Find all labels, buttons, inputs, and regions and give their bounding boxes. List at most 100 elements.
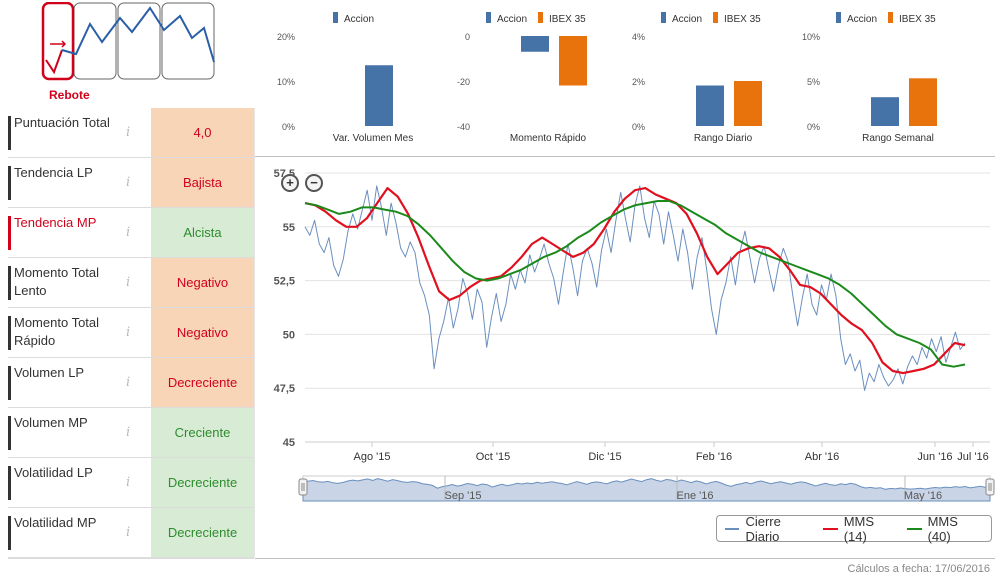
- legend-mms14[interactable]: MMS (14): [823, 514, 895, 544]
- pattern-label: Rebote: [49, 88, 90, 102]
- indicator-row[interactable]: Tendencia MP i Alcista: [8, 208, 254, 258]
- info-icon[interactable]: i: [126, 525, 131, 540]
- indicator-name: Volatilidad LP: [14, 465, 93, 480]
- y-tick-label: 0: [465, 32, 470, 42]
- y-tick-label: -40: [457, 122, 470, 132]
- x-tick-label: Abr '16: [805, 451, 840, 463]
- row-marker: [8, 216, 11, 250]
- legend-label: IBEX 35: [899, 14, 936, 25]
- legend-label: IBEX 35: [724, 14, 761, 25]
- y-tick-label: 50: [283, 329, 295, 341]
- row-marker: [8, 516, 11, 550]
- legend-mms40[interactable]: MMS (40): [907, 514, 979, 544]
- rebote-pattern-icon: Rebote: [41, 2, 215, 102]
- y-tick-label: -20: [457, 77, 470, 87]
- legend-label: Accion: [672, 14, 702, 25]
- indicator-value: 4,0: [151, 108, 254, 157]
- chart-title: Var. Volumen Mes: [333, 133, 413, 144]
- bar-accion: [696, 85, 724, 126]
- indicator-row[interactable]: Momento Total Rápido i Negativo: [8, 308, 254, 358]
- row-marker: [8, 466, 11, 500]
- navigator-right-handle[interactable]: [985, 478, 995, 496]
- legend-swatch: [538, 12, 543, 23]
- info-icon[interactable]: i: [126, 225, 131, 240]
- y-tick-label: 2%: [632, 77, 645, 87]
- indicator-name: Puntuación Total: [14, 115, 110, 130]
- legend-swatch: [836, 12, 841, 23]
- bar-accion: [521, 36, 549, 52]
- rango-diario-chart: Accion IBEX 35 4% 2% 0% Rango Diario: [625, 8, 795, 148]
- x-tick-label: Jul '16: [957, 451, 988, 463]
- legend-cierre[interactable]: Cierre Diario: [725, 514, 811, 544]
- chart-title: Momento Rápido: [510, 133, 587, 144]
- indicator-row[interactable]: Volatilidad MP i Decreciente: [8, 508, 254, 558]
- bar-ibex-35: [734, 81, 762, 126]
- indicator-name: Volumen LP: [14, 365, 85, 380]
- indicator-row[interactable]: Puntuación Total i 4,0: [8, 108, 254, 158]
- section-divider: [255, 156, 995, 157]
- navigator-label: Sep '15: [445, 490, 482, 502]
- indicator-row[interactable]: Momento Total Lento i Negativo: [8, 258, 254, 308]
- indicator-row[interactable]: Volumen LP i Decreciente: [8, 358, 254, 408]
- bar-accion: [365, 65, 393, 126]
- x-tick-label: Feb '16: [696, 451, 732, 463]
- y-tick-label: 55: [283, 222, 295, 234]
- y-tick-label: 10%: [802, 32, 820, 42]
- indicator-value: Negativo: [151, 308, 254, 357]
- indicator-name: Volumen MP: [14, 415, 88, 430]
- legend-swatch: [713, 12, 718, 23]
- indicator-value: Decreciente: [151, 358, 254, 407]
- indicator-row[interactable]: Volumen MP i Creciente: [8, 408, 254, 458]
- price-chart: 57,5 55 52,5 50 47,5 45 Ago '15 Oct '15 Dic '15 F…: [255, 158, 998, 548]
- legend-swatch: [661, 12, 666, 23]
- chart-title: Rango Semanal: [862, 133, 934, 144]
- calc-date: Cálculos a fecha: 17/06/2016: [847, 563, 991, 575]
- navigator-left-handle[interactable]: [298, 478, 308, 496]
- info-icon[interactable]: i: [126, 275, 131, 290]
- indicator-value: Creciente: [151, 408, 254, 457]
- indicator-name: Tendencia MP: [14, 215, 97, 230]
- info-icon[interactable]: i: [126, 375, 131, 390]
- legend-swatch: [888, 12, 893, 23]
- x-tick-label: Oct '15: [476, 451, 511, 463]
- zoom-in-icon[interactable]: +: [281, 174, 299, 192]
- bar-ibex-35: [909, 78, 937, 126]
- indicator-name: Momento Total Lento: [14, 265, 100, 298]
- x-tick-label: Jun '16: [917, 451, 952, 463]
- y-tick-label: 20%: [277, 32, 295, 42]
- bar-ibex-35: [559, 36, 587, 86]
- info-icon[interactable]: i: [126, 125, 131, 140]
- legend-label: Accion: [847, 14, 877, 25]
- legend-swatch: [333, 12, 338, 23]
- row-marker: [8, 266, 11, 300]
- legend-swatch: [486, 12, 491, 23]
- info-icon[interactable]: i: [126, 425, 131, 440]
- indicator-value: Bajista: [151, 158, 254, 207]
- footer-divider: [255, 558, 995, 559]
- row-marker: [8, 116, 11, 150]
- legend-label: Accion: [344, 14, 374, 25]
- indicator-value: Decreciente: [151, 508, 254, 557]
- indicator-value: Alcista: [151, 208, 254, 257]
- indicator-row[interactable]: Volatilidad LP i Decreciente: [8, 458, 254, 508]
- zoom-out-icon[interactable]: −: [305, 174, 323, 192]
- row-marker: [8, 316, 11, 350]
- y-tick-label: 47,5: [274, 383, 295, 395]
- y-tick-label: 0%: [282, 122, 295, 132]
- info-icon[interactable]: i: [126, 325, 131, 340]
- series-line-mms14: [304, 187, 966, 375]
- x-tick-label: Ago '15: [354, 451, 391, 463]
- info-icon[interactable]: i: [126, 175, 131, 190]
- y-tick-label: 0%: [632, 122, 645, 132]
- series-line-cierre: [304, 185, 966, 391]
- row-marker: [8, 166, 11, 200]
- chart-legend: Cierre Diario MMS (14) MMS (40): [716, 514, 992, 544]
- indicator-value: Negativo: [151, 258, 254, 307]
- indicator-row[interactable]: Tendencia LP i Bajista: [8, 158, 254, 208]
- y-tick-label: 52,5: [274, 276, 295, 288]
- vertical-divider: [254, 108, 255, 558]
- info-icon[interactable]: i: [126, 475, 131, 490]
- y-tick-label: 45: [283, 437, 295, 449]
- var-volumen-mes-chart: Accion 20% 10% 0% Var. Volumen Mes: [275, 8, 445, 148]
